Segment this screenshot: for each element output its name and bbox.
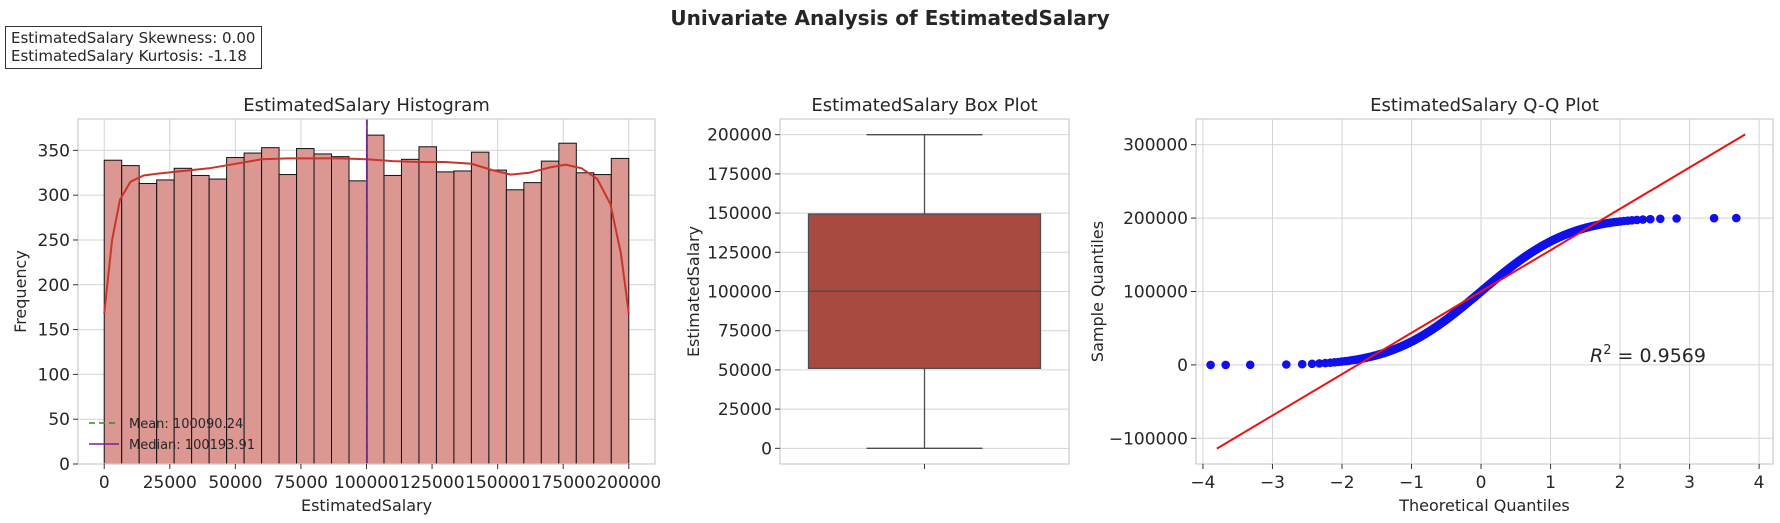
stats-textbox: EstimatedSalary Skewness: 0.00 Estimated…: [5, 26, 263, 69]
x-tick-label: 0: [99, 473, 110, 493]
histogram-bar: [400, 158, 420, 465]
x-tick-label: 25000: [143, 473, 197, 493]
histogram-bar: [435, 171, 455, 465]
histogram-bar: [593, 174, 612, 465]
histogram-bar: [383, 174, 402, 465]
y-axis-label: EstimatedSalary: [684, 226, 703, 357]
histogram-bar: [331, 156, 350, 465]
y-tick-label: 100000: [1123, 283, 1188, 303]
histogram-bar: [261, 147, 280, 465]
x-tick-label: 75000: [274, 473, 328, 493]
r-squared-value: = 0.9569: [1611, 345, 1705, 367]
x-tick-label: −2: [1329, 473, 1354, 493]
qq-point: [1732, 213, 1741, 223]
x-tick-label: 125000: [400, 473, 465, 493]
y-tick-label: 100000: [707, 283, 772, 303]
qq-point: [1646, 214, 1655, 224]
y-tick-label: 0: [59, 455, 70, 475]
y-tick-label: 0: [1177, 356, 1188, 376]
x-tick-label: 50000: [208, 473, 262, 493]
y-tick-label: −100000: [1109, 429, 1188, 449]
histogram-bar: [313, 153, 333, 465]
chart-title: EstimatedSalary Histogram: [243, 95, 490, 116]
qq-point: [1638, 215, 1648, 224]
y-tick-label: 300: [38, 186, 70, 206]
histogram-bar: [610, 157, 630, 465]
r-squared-exponent: 2: [1603, 343, 1611, 358]
y-axis-label: Sample Quantiles: [1088, 221, 1107, 362]
qq-plot-panel: −4 −3 −2 −1 0 1 2 3 4 −100000 0 100000 200000 300000 E…: [1088, 95, 1774, 515]
qq-point: [1709, 213, 1719, 223]
y-tick-label: 50000: [718, 361, 772, 381]
histogram-panel: 0 25000 50000 75000 100000 125000 150000 175000…: [11, 95, 661, 515]
x-tick-label: −1: [1399, 473, 1424, 493]
x-tick-label: 0: [1476, 473, 1487, 493]
legend: Mean: 100090.24 Median: 100193.91: [89, 417, 255, 453]
kde-curve: [103, 157, 630, 314]
kurtosis-text: EstimatedSalary Kurtosis: -1.18: [11, 47, 247, 65]
histogram-bar: [348, 180, 368, 465]
y-tick-label: 0: [761, 439, 772, 459]
histogram-bar: [488, 169, 507, 465]
y-tick-label: 50: [48, 410, 70, 430]
histogram-bar: [505, 189, 525, 465]
histogram-bar: [558, 142, 577, 465]
x-tick-label: 3: [1684, 473, 1695, 493]
histogram-bar: [575, 172, 595, 465]
qq-point: [1307, 359, 1317, 369]
x-tick-label: −3: [1260, 473, 1285, 493]
x-tick-label: 175000: [531, 473, 596, 493]
x-tick-label: 150000: [465, 473, 530, 493]
histogram-bar: [470, 151, 490, 465]
histogram-bar: [366, 134, 385, 465]
qq-point: [1245, 360, 1255, 370]
histogram-bar: [418, 146, 437, 465]
y-tick-label: 25000: [718, 400, 772, 420]
y-axis-label: Frequency: [11, 250, 30, 333]
legend-mean-label: Mean: 100090.24: [129, 417, 243, 432]
boxplot-panel: 0 25000 50000 75000 100000 125000 150000 175000…: [684, 95, 1070, 469]
y-tick-label: 75000: [718, 322, 772, 342]
histogram-bar: [278, 174, 298, 465]
qq-point: [1221, 360, 1230, 370]
x-tick-label: 1: [1545, 473, 1556, 493]
r-squared-annotation: R2 = 0.9569: [1590, 343, 1706, 367]
y-tick-label: 200000: [707, 126, 772, 146]
qq-point: [1282, 360, 1291, 369]
x-tick-label: 2: [1615, 473, 1626, 493]
y-tick-label: 100: [38, 365, 70, 385]
qq-point: [1656, 214, 1665, 224]
y-tick-label: 200000: [1123, 209, 1188, 229]
y-tick-label: 175000: [707, 165, 772, 185]
skewness-text: EstimatedSalary Skewness: 0.00: [11, 29, 256, 47]
r-squared-symbol: R: [1590, 345, 1603, 367]
x-axis-label: EstimatedSalary: [301, 496, 432, 515]
y-tick-label: 125000: [707, 243, 772, 263]
y-tick-label: 200: [38, 276, 70, 296]
legend-median-label: Median: 100193.91: [129, 438, 255, 453]
y-tick-label: 150000: [707, 204, 772, 224]
x-tick-label: 4: [1754, 473, 1765, 493]
histogram-bar: [296, 148, 315, 465]
histogram-bar: [453, 170, 472, 465]
chart-title: EstimatedSalary Box Plot: [811, 95, 1037, 116]
y-tick-label: 350: [38, 141, 70, 161]
x-axis-label: Theoretical Quantiles: [1398, 496, 1570, 515]
chart-title: EstimatedSalary Q-Q Plot: [1370, 95, 1599, 116]
qq-point: [1206, 360, 1215, 370]
y-tick-label: 300000: [1123, 136, 1188, 156]
x-tick-label: −4: [1190, 473, 1215, 493]
histogram-bar: [540, 160, 560, 465]
histogram-bar: [523, 182, 542, 465]
y-tick-label: 250: [38, 231, 70, 251]
qq-fit-line: [1216, 133, 1746, 450]
figure-title: Univariate Analysis of EstimatedSalary: [670, 6, 1110, 30]
qq-point: [1297, 359, 1307, 369]
y-tick-label: 150: [38, 321, 70, 341]
histogram-bar: [243, 152, 263, 465]
x-tick-label: 200000: [596, 473, 661, 493]
x-tick-label: 100000: [334, 473, 399, 493]
qq-point: [1672, 214, 1681, 223]
